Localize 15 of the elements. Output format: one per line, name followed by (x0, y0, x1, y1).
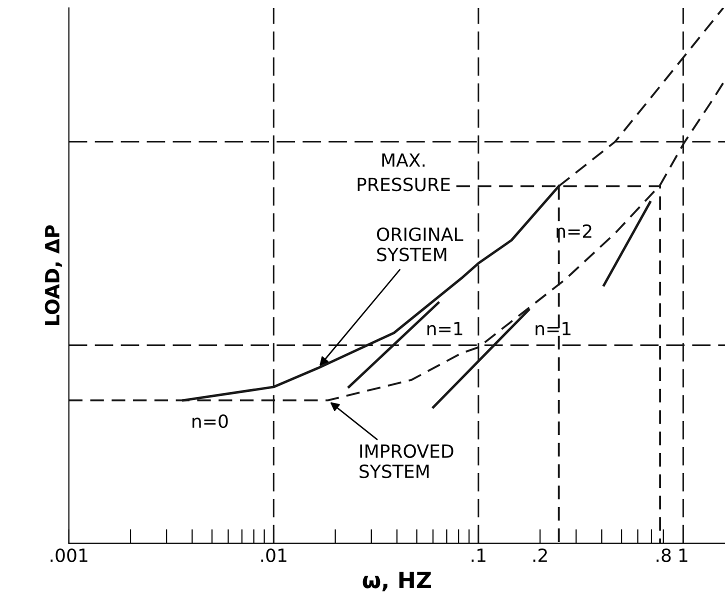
annotation: n=1 (427, 322, 462, 336)
x-tick-label: .01 (261, 548, 286, 562)
x-tick-label: .1 (472, 548, 486, 562)
annotation: MAX. PRESSURE (358, 154, 450, 192)
x-axis-title: ω, HZ (362, 572, 432, 592)
x-tick-label: .001 (50, 548, 88, 562)
x-tick-label: .8 (656, 548, 671, 562)
x-tick-label: 1 (679, 548, 688, 562)
annotation: n=0 (192, 414, 228, 428)
x-tick-label: .2 (533, 548, 547, 562)
annotation: n=2 (556, 224, 592, 238)
annotation: ORIGINAL SYSTEM (376, 227, 464, 262)
annotation: n=1 (536, 322, 570, 336)
y-axis-title: LOAD, ΔP (44, 225, 62, 325)
annotation: IMPROVED SYSTEM (360, 444, 454, 478)
